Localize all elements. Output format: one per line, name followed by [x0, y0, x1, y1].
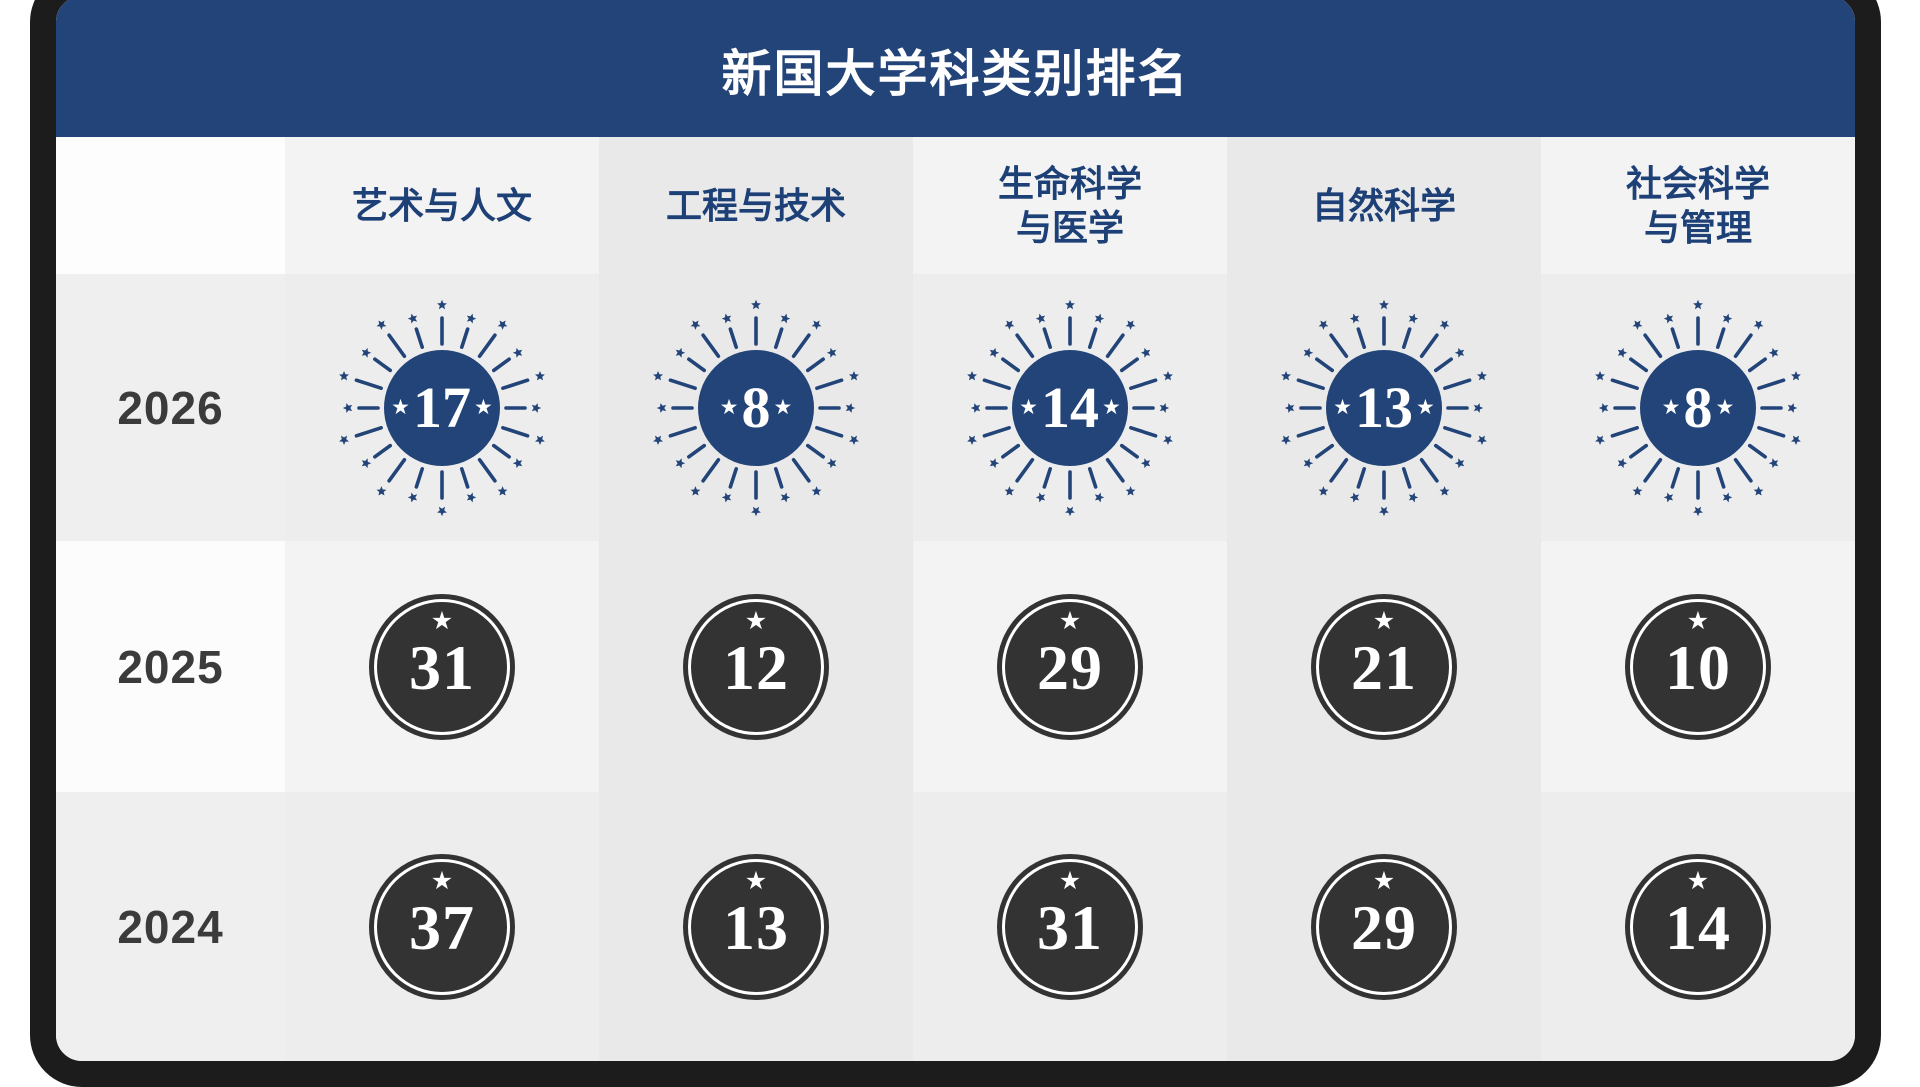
- rank-value: 29: [1351, 891, 1417, 963]
- rank-value: 29: [1037, 631, 1103, 703]
- rank-cell-2024-social-sciences: ★ 14: [1541, 792, 1855, 1061]
- rank-cell-2025-natural-sciences: ★ 21: [1227, 541, 1541, 792]
- rank-cell-2024-arts: ★ 37: [285, 792, 599, 1061]
- rank-cell-2024-life-sciences: ★ 31: [913, 792, 1227, 1061]
- column-header-arts: 艺术与人文: [285, 137, 599, 274]
- starburst-icon: [653, 299, 859, 516]
- rank-badge-2024: ★ 37: [369, 853, 515, 1000]
- year-label-2024: 2024: [56, 792, 285, 1061]
- rank-cell-2024-engineering: ★ 13: [599, 792, 913, 1061]
- star-icon: ★: [1686, 866, 1710, 895]
- star-icon: ★: [744, 866, 768, 895]
- star-icon: ★: [1416, 396, 1435, 419]
- ranking-card: 新国大学科类别排名 艺术与人文 工程与技术 生命科学 与医学 自然科学 社会科学与…: [30, 0, 1881, 1087]
- rank-badge-2025: ★ 12: [683, 593, 829, 740]
- rank-badge-2024: ★ 29: [1311, 853, 1457, 1000]
- rank-value: 31: [409, 631, 475, 703]
- starburst-icon: [339, 299, 545, 516]
- star-icon: ★: [773, 396, 793, 419]
- header-corner-cell: [56, 137, 285, 274]
- rank-value: 8: [741, 374, 771, 440]
- page-title: 新国大学科类别排名: [721, 45, 1190, 102]
- star-icon: ★: [430, 866, 454, 895]
- rank-value: 12: [723, 631, 789, 703]
- star-icon: ★: [1686, 606, 1710, 635]
- star-icon: ★: [1715, 396, 1735, 419]
- rank-badge-2025: ★ 31: [369, 593, 515, 740]
- column-header-life-sciences: 生命科学 与医学: [913, 137, 1227, 274]
- star-icon: ★: [1372, 866, 1396, 895]
- rank-badge-2025: ★ 29: [997, 593, 1143, 740]
- rank-cell-2026-life-sciences: ★ 14 ★: [913, 274, 1227, 541]
- rank-cell-2026-arts: ★ 17 ★: [285, 274, 599, 541]
- star-icon: ★: [1661, 396, 1681, 419]
- title-bar: 新国大学科类别排名: [56, 0, 1855, 137]
- column-header-label2: 与管理: [1643, 206, 1752, 248]
- rank-value: 17: [413, 374, 471, 440]
- rank-badge-2026: ★ 8 ★: [698, 349, 814, 466]
- column-header-engineering: 工程与技术: [599, 137, 913, 274]
- rank-value: 21: [1351, 631, 1417, 703]
- star-icon: ★: [391, 396, 410, 419]
- rank-value: 10: [1665, 631, 1731, 703]
- rank-badge-2024: ★ 31: [997, 853, 1143, 1000]
- column-header-natural-sciences: 自然科学: [1227, 137, 1541, 274]
- rank-cell-2025-social-sciences: ★ 10: [1541, 541, 1855, 792]
- column-header-label: 艺术与人文: [351, 184, 532, 226]
- rank-value: 13: [1355, 374, 1413, 440]
- star-icon: ★: [1333, 396, 1352, 419]
- column-header-label2: 与医学: [1015, 206, 1124, 248]
- star-icon: ★: [719, 396, 739, 419]
- star-icon: ★: [744, 606, 768, 635]
- rank-cell-2024-natural-sciences: ★ 29: [1227, 792, 1541, 1061]
- star-icon: ★: [1372, 606, 1396, 635]
- column-header-label: 自然科学: [1311, 184, 1456, 226]
- rank-badge-2025: ★ 10: [1625, 593, 1771, 740]
- rank-value: 31: [1037, 891, 1103, 963]
- column-header-label: 生命科学: [997, 162, 1142, 204]
- rank-badge-2026: ★ 14 ★: [1012, 349, 1128, 466]
- column-header-label: 社会科学: [1625, 162, 1770, 204]
- starburst-icon: [1281, 299, 1487, 516]
- ranking-table: 艺术与人文 工程与技术 生命科学 与医学 自然科学 社会科学 与管理 2026 ★ 1…: [56, 137, 1855, 1061]
- rank-value: 14: [1665, 891, 1731, 963]
- rank-badge-2026: ★ 17 ★: [384, 349, 500, 466]
- year-label-2026: 2026: [56, 274, 285, 541]
- star-icon: ★: [1019, 396, 1038, 419]
- rank-value: 37: [409, 891, 475, 963]
- column-header-social-sciences: 社会科学 与管理: [1541, 137, 1855, 274]
- star-icon: ★: [474, 396, 493, 419]
- rank-value: 14: [1041, 374, 1099, 440]
- rank-cell-2025-life-sciences: ★ 29: [913, 541, 1227, 792]
- star-icon: ★: [1102, 396, 1121, 419]
- rank-badge-2025: ★ 21: [1311, 593, 1457, 740]
- star-icon: ★: [1058, 866, 1082, 895]
- year-label-2025: 2025: [56, 541, 285, 792]
- rank-value: 13: [723, 891, 789, 963]
- column-header-label: 工程与技术: [665, 184, 846, 226]
- rank-badge-2024: ★ 14: [1625, 853, 1771, 1000]
- rank-cell-2025-arts: ★ 31: [285, 541, 599, 792]
- rank-badge-2024: ★ 13: [683, 853, 829, 1000]
- star-icon: ★: [1058, 606, 1082, 635]
- rank-cell-2026-natural-sciences: ★ 13 ★: [1227, 274, 1541, 541]
- rank-badge-2026: ★ 8 ★: [1640, 349, 1756, 466]
- rank-value: 8: [1683, 374, 1713, 440]
- rank-badge-2026: ★ 13 ★: [1326, 349, 1442, 466]
- rank-cell-2025-engineering: ★ 12: [599, 541, 913, 792]
- rank-cell-2026-social-sciences: ★ 8 ★: [1541, 274, 1855, 541]
- rank-cell-2026-engineering: ★ 8 ★: [599, 274, 913, 541]
- starburst-icon: [967, 299, 1173, 516]
- starburst-icon: [1595, 299, 1801, 516]
- star-icon: ★: [430, 606, 454, 635]
